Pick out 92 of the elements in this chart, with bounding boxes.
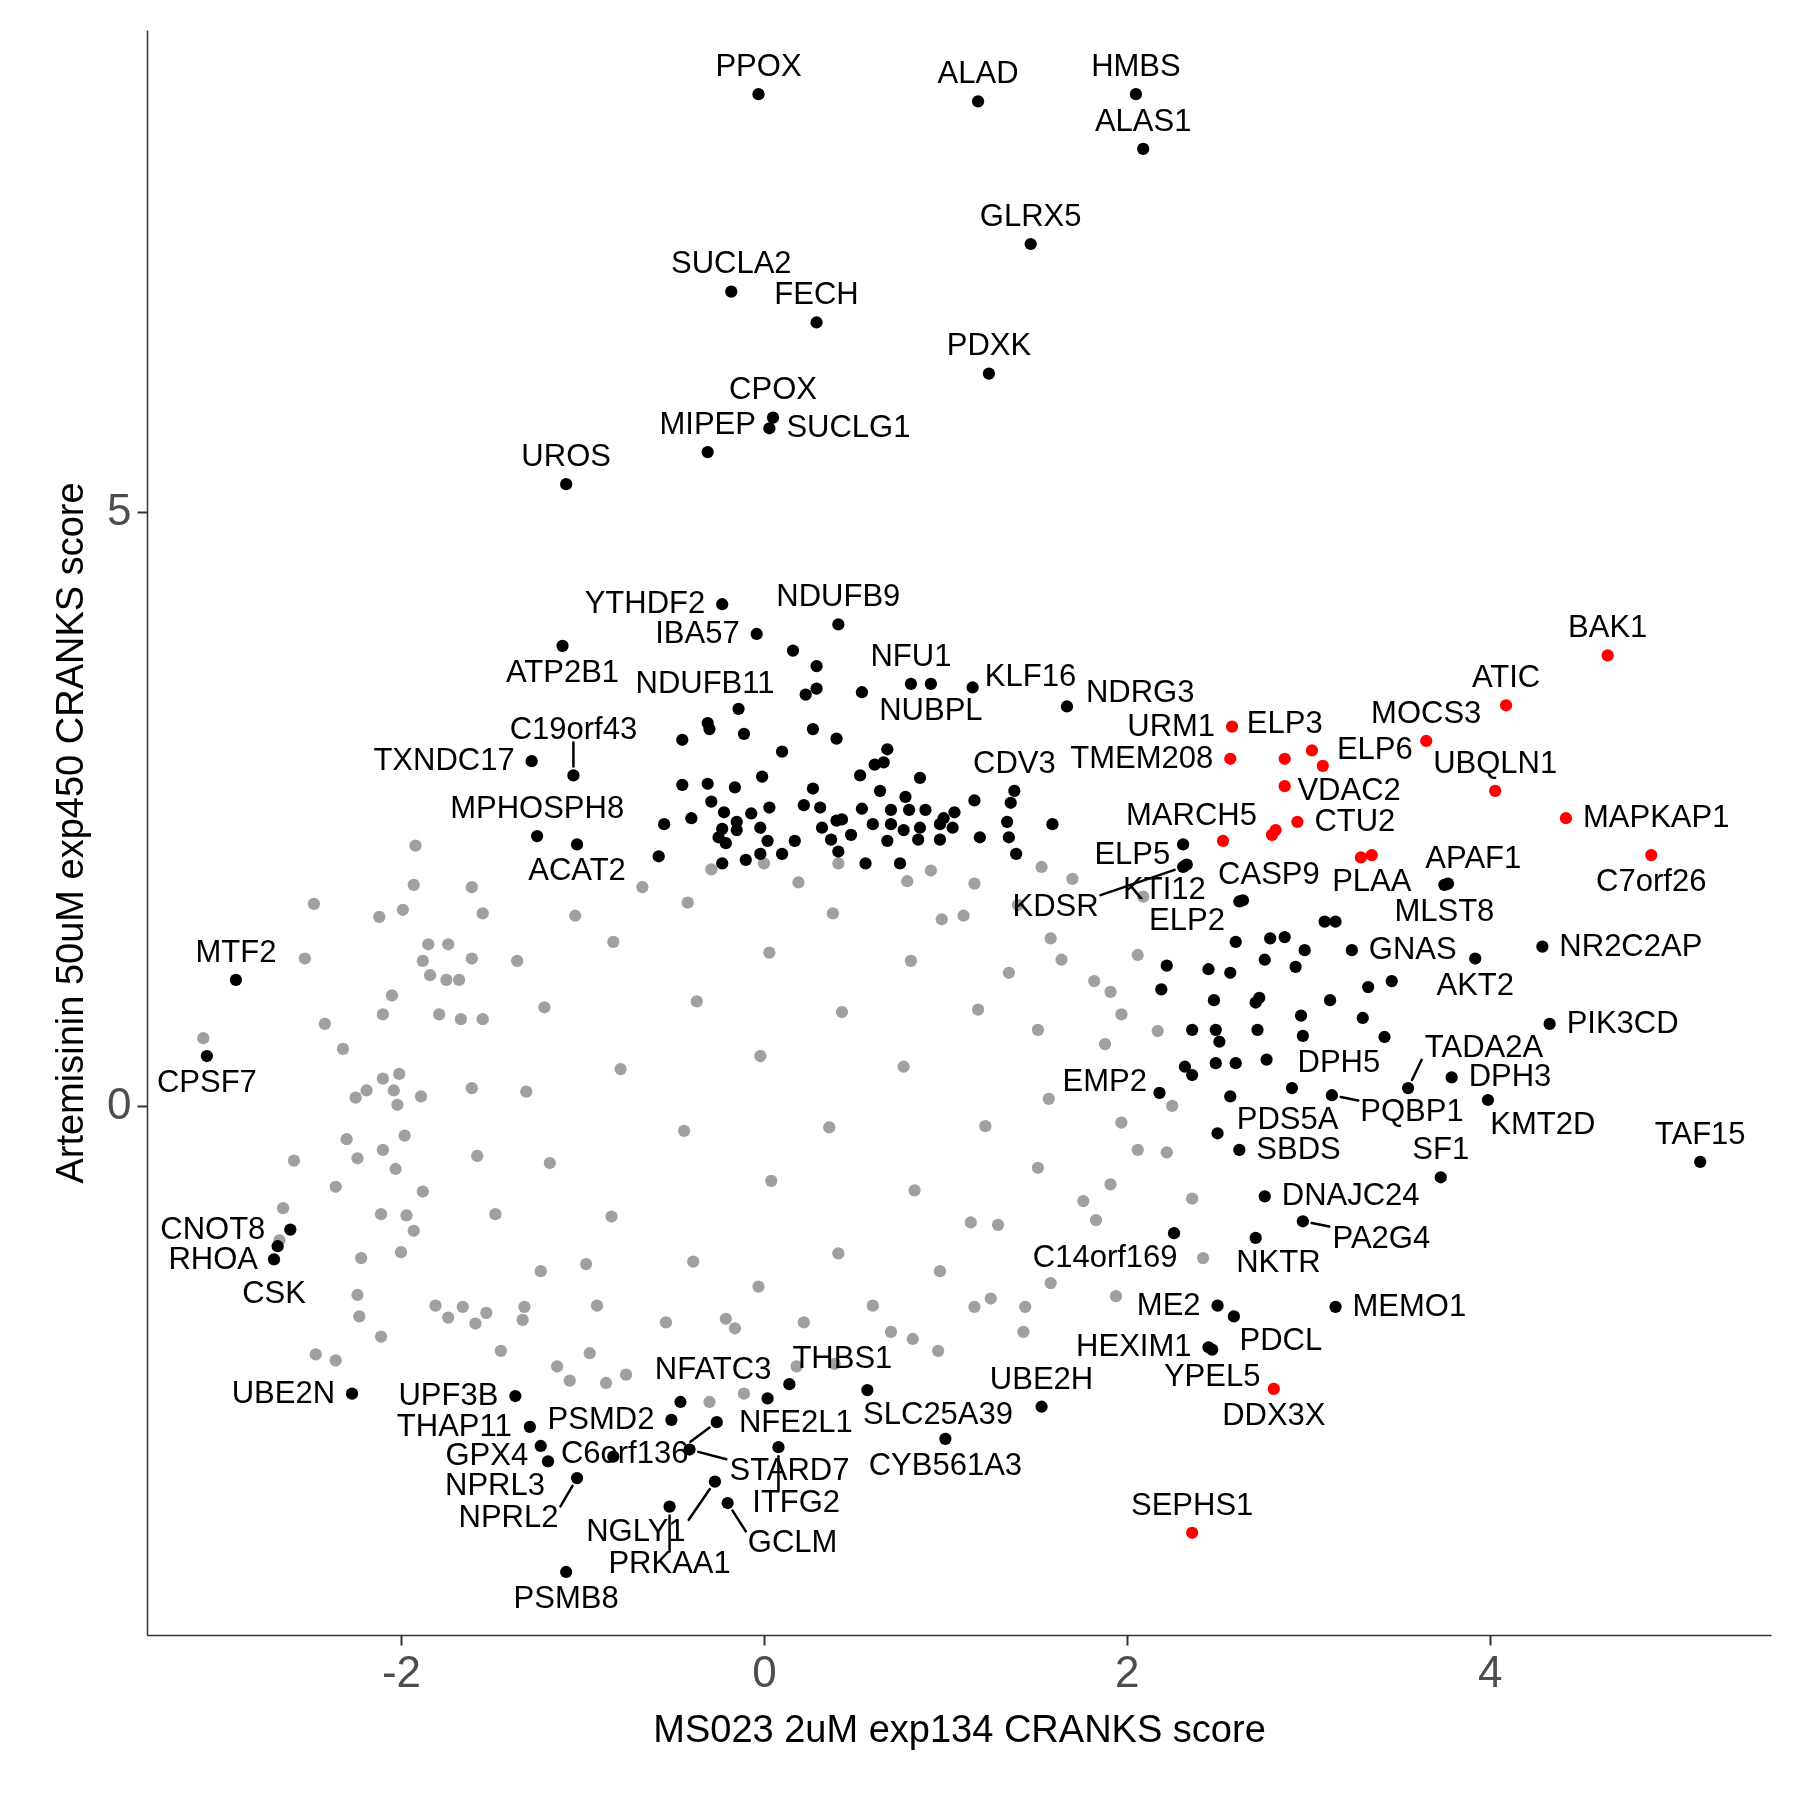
- annotation: PIK3CD: [1566, 1004, 1679, 1040]
- point: [1225, 720, 1239, 733]
- annotation: ITFG2: [752, 1484, 841, 1520]
- annotation: MAPKAP1: [1582, 799, 1730, 835]
- annotation: DPH5: [1297, 1044, 1381, 1080]
- annotation: CPOX: [729, 371, 818, 407]
- annotation: EMP2: [1062, 1063, 1148, 1099]
- annotation: CDV3: [972, 744, 1056, 780]
- annotation: KDSR: [1012, 888, 1099, 924]
- annotation: GLRX5: [979, 197, 1082, 233]
- annotation: C14orf169: [1032, 1238, 1178, 1274]
- point: [1365, 848, 1378, 862]
- annotation: CASP9: [1218, 856, 1320, 892]
- annotation: PA2G4: [1332, 1219, 1431, 1255]
- point: [1601, 649, 1614, 662]
- annotation: MARCH5: [1126, 796, 1257, 832]
- annotation: NDUFB9: [776, 578, 901, 614]
- point: [1267, 1382, 1280, 1396]
- x-tick-label: 2: [1115, 1646, 1140, 1696]
- point: [1278, 752, 1291, 765]
- annotation: PSMD2: [547, 1400, 655, 1436]
- annotation: MEMO1: [1352, 1287, 1467, 1323]
- annotation: MIPEP: [659, 405, 756, 441]
- annotation: GCLM: [747, 1524, 838, 1560]
- point: [1645, 848, 1658, 862]
- annotation: DNAJC24: [1281, 1177, 1420, 1213]
- annotation: AKT2: [1436, 966, 1514, 1002]
- annotation: ELP3: [1246, 704, 1323, 740]
- annotation: NDRG3: [1085, 674, 1195, 710]
- annotation: NFATC3: [654, 1350, 772, 1386]
- point: [1559, 812, 1573, 825]
- annotation: SLC25A39: [863, 1395, 1014, 1431]
- annotation: APAF1: [1425, 839, 1522, 875]
- annotation: UBE2N: [231, 1374, 336, 1410]
- point: [1499, 699, 1513, 712]
- annotation: MPHOSPH8: [450, 789, 625, 825]
- point: [1305, 744, 1319, 757]
- annotation: NDUFB11: [635, 664, 775, 700]
- annotation: SEPHS1: [1130, 1486, 1254, 1522]
- annotation: CYB561A3: [868, 1446, 1023, 1482]
- y-tick-label: 5: [107, 485, 132, 534]
- annotation: ALAD: [937, 55, 1019, 91]
- x-tick-label: -2: [381, 1646, 422, 1696]
- annotation: ME2: [1136, 1286, 1201, 1322]
- point: [1186, 1526, 1199, 1539]
- annotation: GNAS: [1368, 931, 1457, 967]
- annotation: PPOX: [715, 48, 802, 84]
- annotation: CPSF7: [156, 1064, 257, 1100]
- annotation: NFU1: [870, 637, 952, 673]
- annotation: ELP6: [1336, 731, 1413, 767]
- annotation: MTF2: [195, 933, 277, 969]
- annotation: PDCL: [1239, 1322, 1323, 1358]
- annotation: PDXK: [946, 327, 1032, 363]
- point: [1420, 734, 1433, 748]
- point: [1278, 780, 1291, 793]
- point: [1316, 759, 1329, 773]
- point: [1291, 815, 1304, 828]
- point: [1216, 834, 1230, 847]
- annotation: ELP5: [1094, 835, 1171, 871]
- x-tick-label: 4: [1478, 1646, 1503, 1696]
- annotation: C7orf26: [1596, 863, 1707, 899]
- annotation: ATIC: [1471, 659, 1541, 695]
- annotation: NR2C2AP: [1559, 927, 1703, 963]
- annotation: HMBS: [1091, 48, 1181, 84]
- point: [1265, 828, 1279, 841]
- annotation: NUBPL: [879, 691, 983, 727]
- x-axis-title: MS023 2uM exp134 CRANKS score: [653, 1707, 1266, 1750]
- point: [1354, 851, 1368, 864]
- annotation: BAK1: [1568, 609, 1648, 645]
- annotation: NKTR: [1236, 1243, 1321, 1279]
- annotation: SUCLG1: [786, 409, 911, 445]
- annotation: TAF15: [1654, 1115, 1746, 1151]
- annotation: KLF16: [984, 658, 1077, 694]
- annotation: ACAT2: [528, 852, 626, 888]
- annotation: KMT2D: [1490, 1105, 1596, 1141]
- annotation: NFE2L1: [738, 1404, 853, 1440]
- annotation: SF1: [1412, 1131, 1470, 1167]
- y-axis-title: Artemisinin 50uM exp450 CRANKS score: [49, 482, 92, 1184]
- annotation: MOCS3: [1371, 694, 1482, 730]
- annotation: ALAS1: [1094, 102, 1192, 138]
- annotation: CSK: [242, 1275, 307, 1311]
- annotation: ATP2B1: [505, 653, 620, 689]
- point: [1224, 752, 1237, 765]
- annotation: UROS: [521, 438, 611, 474]
- annotation: THBS1: [792, 1340, 893, 1376]
- annotation: DDX3X: [1222, 1396, 1326, 1432]
- annotation: PQBP1: [1360, 1093, 1464, 1129]
- annotation: PRKAA1: [608, 1544, 731, 1580]
- x-tick-label: 0: [752, 1646, 777, 1696]
- annotation: UBQLN1: [1433, 744, 1558, 780]
- annotation: PSMB8: [513, 1580, 619, 1616]
- point: [1489, 784, 1502, 797]
